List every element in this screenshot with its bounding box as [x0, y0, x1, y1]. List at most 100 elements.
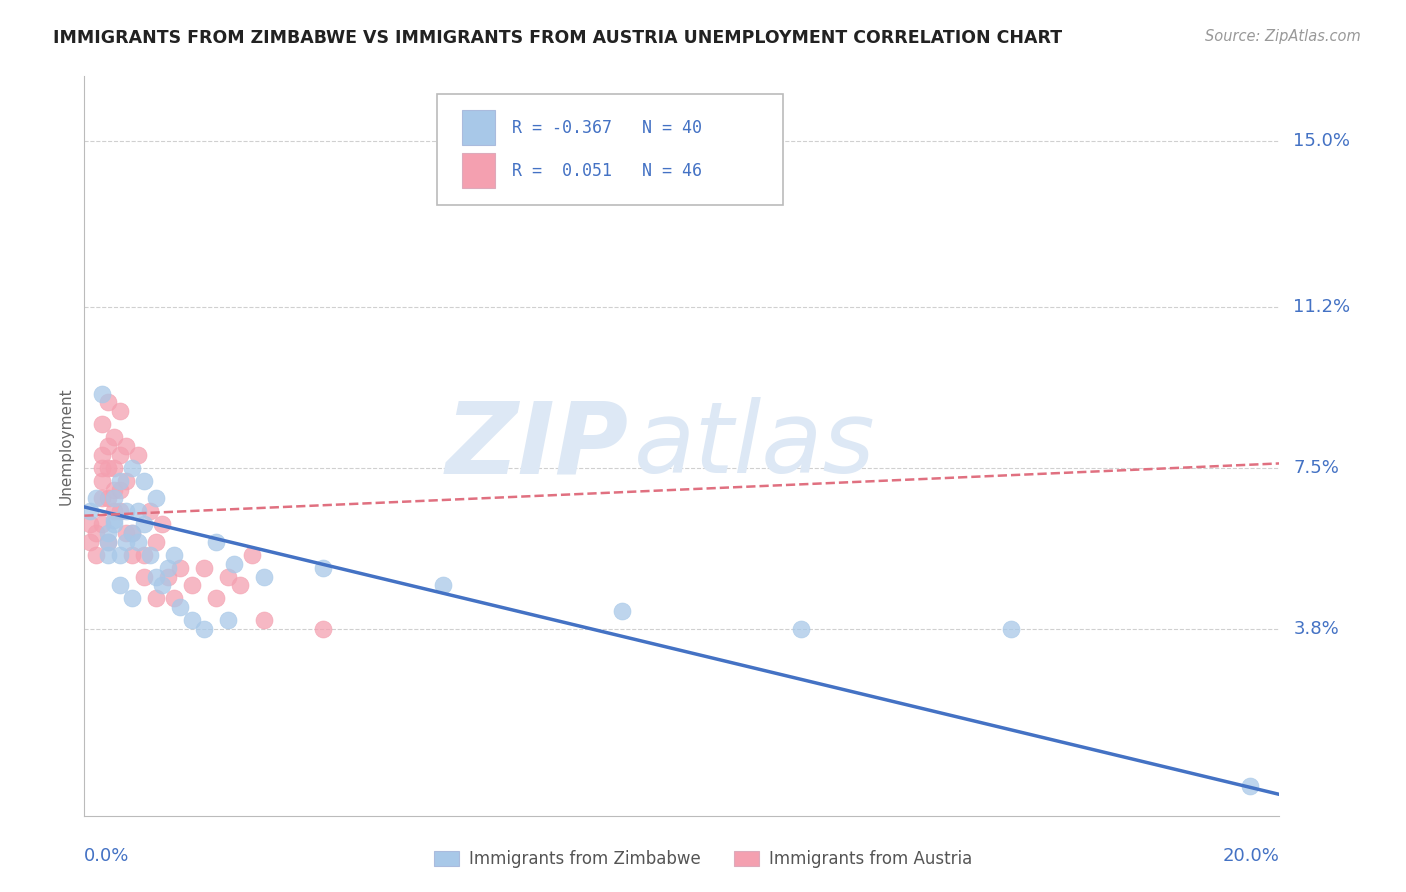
Point — [86, 491, 108, 506]
Text: R =  0.051   N = 46: R = 0.051 N = 46 — [512, 161, 702, 179]
Point — [127, 504, 149, 518]
Point — [222, 557, 245, 571]
Point — [97, 534, 120, 549]
Point — [97, 548, 120, 562]
Point — [253, 569, 276, 583]
Point — [103, 491, 125, 506]
Point — [91, 517, 114, 532]
Point — [121, 526, 143, 541]
Point — [103, 430, 125, 444]
Point — [169, 561, 191, 575]
Point — [1000, 622, 1022, 636]
Point — [103, 517, 125, 532]
Point — [121, 548, 143, 562]
FancyBboxPatch shape — [463, 153, 495, 188]
Point — [86, 548, 108, 562]
Point — [139, 548, 162, 562]
Point — [150, 578, 173, 592]
Point — [205, 534, 228, 549]
Point — [127, 534, 149, 549]
Point — [145, 491, 167, 506]
Point — [97, 491, 120, 506]
Point — [1239, 779, 1261, 793]
Point — [163, 548, 186, 562]
Point — [132, 548, 156, 562]
Text: 11.2%: 11.2% — [1294, 298, 1351, 316]
Point — [132, 517, 156, 532]
Legend: Immigrants from Zimbabwe, Immigrants from Austria: Immigrants from Zimbabwe, Immigrants fro… — [427, 844, 979, 875]
Point — [169, 600, 191, 615]
Point — [97, 460, 120, 475]
Text: 0.0%: 0.0% — [84, 847, 129, 864]
Point — [121, 460, 143, 475]
Point — [110, 578, 132, 592]
Point — [432, 578, 454, 592]
Point — [132, 474, 156, 488]
Text: atlas: atlas — [634, 398, 876, 494]
Point — [150, 517, 173, 532]
Point — [193, 561, 215, 575]
Point — [121, 591, 143, 606]
Point — [145, 569, 167, 583]
Point — [91, 474, 114, 488]
Point — [79, 504, 101, 518]
Text: 7.5%: 7.5% — [1294, 458, 1340, 477]
Point — [97, 534, 120, 549]
Point — [121, 526, 143, 541]
Point — [157, 569, 180, 583]
Point — [217, 613, 239, 627]
Text: Source: ZipAtlas.com: Source: ZipAtlas.com — [1205, 29, 1361, 44]
Point — [91, 491, 114, 506]
Point — [205, 591, 228, 606]
Point — [181, 578, 204, 592]
Point — [97, 439, 120, 453]
Point — [312, 622, 335, 636]
Point — [115, 526, 138, 541]
Point — [115, 504, 138, 518]
Point — [110, 483, 132, 497]
Point — [240, 548, 263, 562]
Point — [157, 561, 180, 575]
Point — [139, 504, 162, 518]
Point — [79, 517, 101, 532]
Point — [228, 578, 252, 592]
Point — [110, 448, 132, 462]
FancyBboxPatch shape — [437, 95, 783, 205]
Point — [132, 569, 156, 583]
Point — [163, 591, 186, 606]
Point — [91, 460, 114, 475]
Text: 20.0%: 20.0% — [1223, 847, 1279, 864]
Point — [103, 483, 125, 497]
FancyBboxPatch shape — [463, 110, 495, 145]
Point — [127, 448, 149, 462]
Point — [97, 526, 120, 541]
Point — [110, 404, 132, 418]
Point — [91, 417, 114, 432]
Point — [110, 474, 132, 488]
Point — [253, 613, 276, 627]
Text: 15.0%: 15.0% — [1294, 132, 1350, 150]
Y-axis label: Unemployment: Unemployment — [58, 387, 73, 505]
Text: 3.8%: 3.8% — [1294, 620, 1339, 638]
Text: R = -0.367   N = 40: R = -0.367 N = 40 — [512, 119, 702, 136]
Text: IMMIGRANTS FROM ZIMBABWE VS IMMIGRANTS FROM AUSTRIA UNEMPLOYMENT CORRELATION CHA: IMMIGRANTS FROM ZIMBABWE VS IMMIGRANTS F… — [53, 29, 1063, 46]
Point — [193, 622, 215, 636]
Point — [86, 526, 108, 541]
Point — [115, 534, 138, 549]
Point — [145, 534, 167, 549]
Point — [110, 548, 132, 562]
Point — [181, 613, 204, 627]
Point — [115, 474, 138, 488]
Point — [612, 605, 634, 619]
Point — [97, 395, 120, 409]
Point — [79, 534, 101, 549]
Point — [790, 622, 813, 636]
Point — [91, 448, 114, 462]
Text: ZIP: ZIP — [446, 398, 628, 494]
Point — [103, 513, 125, 527]
Point — [110, 504, 132, 518]
Point — [103, 460, 125, 475]
Point — [145, 591, 167, 606]
Point — [91, 386, 114, 401]
Point — [103, 504, 125, 518]
